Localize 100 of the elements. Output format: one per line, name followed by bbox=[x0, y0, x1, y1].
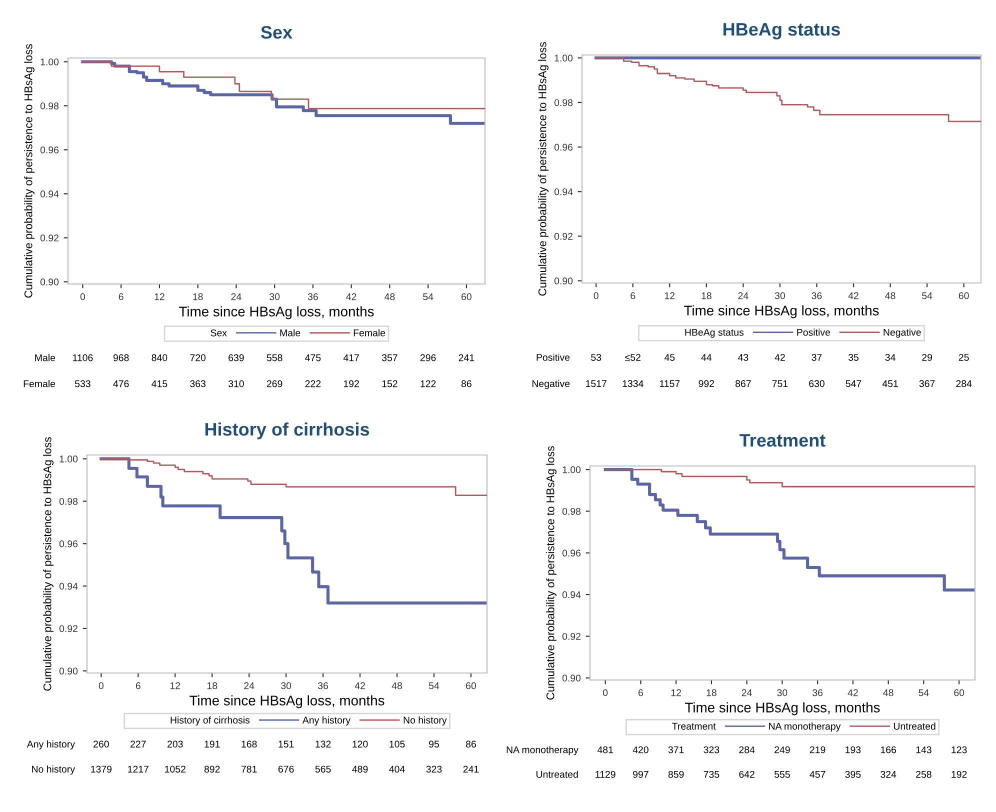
y-tick-label: 1.00 bbox=[60, 456, 78, 462]
text: 630 bbox=[809, 380, 824, 388]
x-tick-label: 48 bbox=[883, 689, 894, 696]
x-tick-label: 36 bbox=[812, 689, 823, 696]
y-tick-label: 0.98 bbox=[59, 498, 78, 505]
text: 395 bbox=[845, 770, 861, 778]
legend-label: Male bbox=[280, 329, 300, 336]
y-axis-title: Cumulative probability of persistence to HBsAg loss bbox=[24, 44, 34, 298]
text: 241 bbox=[463, 766, 479, 773]
text: Untreated bbox=[536, 770, 578, 778]
text: 1379 bbox=[91, 766, 112, 773]
x-tick-label: 60 bbox=[462, 293, 472, 300]
text: 676 bbox=[278, 766, 294, 773]
text: 324 bbox=[880, 770, 896, 778]
text: 105 bbox=[390, 740, 405, 748]
x-tick-label: 42 bbox=[848, 292, 858, 300]
chart-title: Sex bbox=[260, 26, 292, 39]
text: 249 bbox=[774, 746, 790, 754]
y-tick-label: 0.98 bbox=[40, 102, 59, 110]
text: 475 bbox=[305, 354, 321, 362]
x-tick-label: 6 bbox=[118, 293, 124, 300]
x-tick-label: 42 bbox=[848, 689, 858, 696]
y-tick-label: 0.94 bbox=[40, 190, 59, 198]
x-tick-label: 6 bbox=[630, 292, 636, 300]
text: ≤52 bbox=[625, 354, 640, 361]
text: 781 bbox=[241, 766, 257, 773]
legend-label: Untreated bbox=[894, 722, 936, 730]
text: Any history bbox=[26, 740, 75, 750]
text: 193 bbox=[846, 746, 861, 754]
text: 258 bbox=[916, 770, 932, 778]
text: 639 bbox=[228, 354, 244, 362]
text: 1334 bbox=[622, 380, 644, 388]
chart-title: Treatment bbox=[740, 434, 826, 447]
text: 642 bbox=[739, 770, 754, 778]
text: 371 bbox=[668, 746, 684, 754]
text: 120 bbox=[352, 740, 368, 748]
text: 166 bbox=[880, 746, 896, 754]
text: 35 bbox=[848, 354, 859, 361]
text: 219 bbox=[810, 746, 826, 754]
text: 1106 bbox=[72, 354, 93, 362]
y-tick-label: 1.00 bbox=[562, 466, 581, 474]
x-tick-label: 0 bbox=[603, 689, 608, 696]
x-tick-label: 12 bbox=[664, 292, 675, 300]
x-tick-label: 42 bbox=[346, 293, 356, 300]
legend-label: Negative bbox=[884, 328, 921, 338]
x-tick-label: 54 bbox=[423, 293, 434, 300]
text: 840 bbox=[152, 354, 168, 362]
text: 357 bbox=[382, 354, 398, 362]
text: 45 bbox=[664, 354, 675, 361]
y-tick-label: 0.92 bbox=[59, 625, 78, 632]
text: 1157 bbox=[660, 380, 680, 388]
x-tick-label: 30 bbox=[281, 682, 292, 690]
text: 892 bbox=[204, 766, 220, 773]
x-tick-label: 60 bbox=[954, 689, 964, 696]
text: Female bbox=[24, 380, 56, 388]
x-tick-label: 60 bbox=[958, 292, 969, 300]
x-tick-label: 12 bbox=[170, 682, 180, 690]
y-axis-title: Cumulative probability of persistence to HBsAg loss bbox=[546, 446, 556, 700]
x-tick-label: 30 bbox=[777, 689, 788, 696]
text: 143 bbox=[916, 746, 932, 754]
x-tick-label: 24 bbox=[231, 293, 242, 300]
y-tick-label: 0.90 bbox=[562, 674, 581, 682]
text: 735 bbox=[704, 770, 720, 778]
x-tick-label: 48 bbox=[885, 292, 896, 300]
y-tick-label: 0.90 bbox=[59, 668, 78, 674]
y-tick-label: 0.96 bbox=[562, 550, 581, 557]
x-tick-label: 30 bbox=[774, 292, 785, 300]
chart-title: History of cirrhosis bbox=[205, 422, 370, 440]
legend-label: Any history bbox=[302, 716, 351, 726]
text: 323 bbox=[426, 766, 442, 773]
text: 457 bbox=[810, 771, 826, 778]
text: 867 bbox=[736, 380, 751, 388]
y-tick-label: 0.96 bbox=[554, 144, 573, 151]
chart-title: HBeAg status bbox=[724, 23, 840, 40]
text: 192 bbox=[344, 380, 359, 388]
y-tick-label: 0.96 bbox=[40, 146, 59, 154]
text: 992 bbox=[698, 380, 714, 388]
text: 260 bbox=[94, 740, 109, 748]
x-tick-label: 24 bbox=[244, 682, 254, 690]
x-tick-label: 18 bbox=[706, 689, 716, 696]
x-tick-label: 0 bbox=[594, 292, 598, 300]
y-tick-label: 0.94 bbox=[562, 591, 581, 598]
text: Male bbox=[35, 354, 56, 362]
text: 151 bbox=[278, 740, 294, 748]
legend-label: NA monotherapy bbox=[769, 722, 841, 732]
legend-label: Female bbox=[354, 329, 386, 336]
legend-label: Positive bbox=[797, 328, 830, 336]
x-tick-label: 0 bbox=[98, 682, 104, 690]
y-tick-label: 0.96 bbox=[59, 540, 78, 548]
text: 1517 bbox=[586, 380, 606, 388]
text: 25 bbox=[958, 354, 969, 361]
text: 29 bbox=[922, 354, 932, 361]
text: 86 bbox=[466, 740, 476, 748]
text: 296 bbox=[420, 354, 436, 362]
text: NA monotherapy bbox=[506, 746, 578, 756]
legend-label: No history bbox=[404, 716, 447, 726]
text: 417 bbox=[343, 354, 359, 362]
text: 363 bbox=[190, 380, 206, 388]
text: 132 bbox=[316, 740, 331, 748]
text: 191 bbox=[204, 740, 220, 748]
